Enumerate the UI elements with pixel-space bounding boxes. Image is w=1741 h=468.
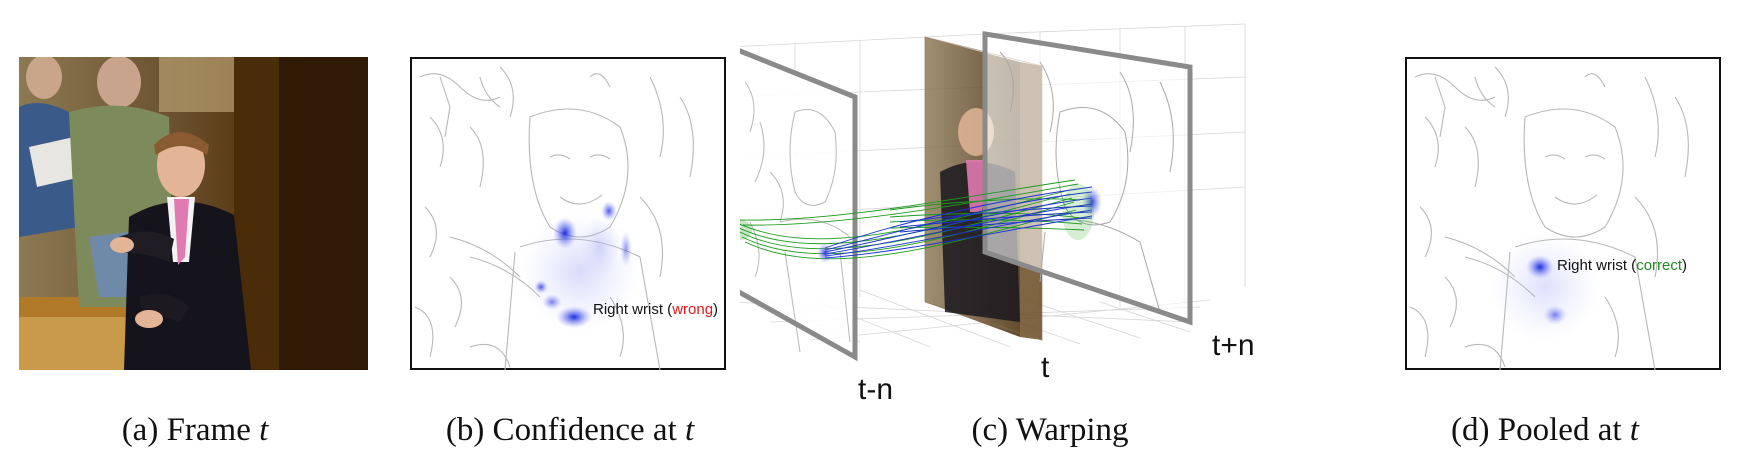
- annotation-right-wrist-wrong: Right wrist (wrong): [593, 301, 718, 318]
- frame-photo: [19, 57, 368, 370]
- caption-b: (b) Confidence at t: [445, 412, 695, 448]
- frame-t-minus-n: [740, 48, 858, 362]
- caption-d: (d) Pooled at t: [1451, 412, 1639, 448]
- caption-c: (c) Warping: [971, 412, 1129, 448]
- confidence-panel: Right wrist (wrong): [410, 57, 726, 370]
- axis-label-t-minus-n: t-n: [858, 373, 893, 406]
- flow-lines-blue: [824, 186, 1093, 259]
- frame-t-plus-n: [982, 31, 1193, 326]
- axis-label-t: t: [1041, 351, 1050, 384]
- annotation-right-wrist-correct: Right wrist (correct): [1557, 257, 1687, 274]
- warping-panel: t-n t t+n: [740, 23, 1255, 406]
- pooled-panel: Right wrist (correct): [1405, 57, 1721, 370]
- caption-a: (a) Frame t: [121, 412, 269, 448]
- axis-label-t-plus-n: t+n: [1212, 329, 1255, 362]
